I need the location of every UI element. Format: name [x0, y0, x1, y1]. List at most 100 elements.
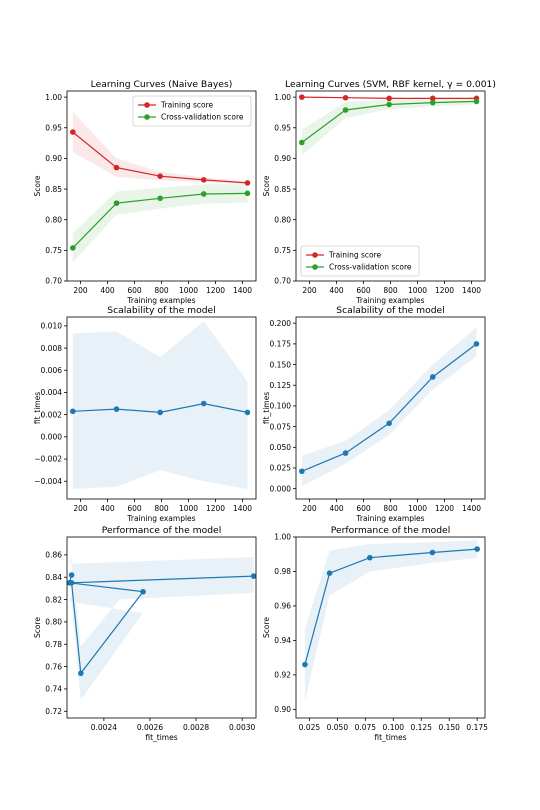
- y-tick-label: 0.75: [274, 246, 291, 255]
- confidence-band: [301, 327, 477, 487]
- x-tick-label: 400: [329, 504, 344, 513]
- x-tick-label: 800: [154, 504, 169, 513]
- y-tick-label: 0.006: [41, 366, 63, 375]
- y-tick-label: 0.90: [274, 154, 291, 163]
- data-point: [473, 98, 480, 105]
- data-point: [78, 670, 84, 677]
- y-tick-label: 0.85: [45, 185, 62, 194]
- legend-label: Training score: [160, 101, 214, 110]
- x-axis-label: Training examples: [126, 296, 195, 305]
- axes-frame: [295, 536, 486, 719]
- y-tick-label: 1.00: [274, 93, 291, 102]
- data-point: [299, 468, 305, 475]
- data-point: [244, 180, 251, 186]
- y-tick-label: 1.00: [274, 533, 291, 542]
- x-axis-label: fit_times: [374, 733, 406, 742]
- axes-frame: [66, 536, 257, 719]
- x-tick-label: 1400: [462, 286, 481, 295]
- x-tick-label: 0.0028: [183, 723, 209, 732]
- x-tick-label: 0.050: [327, 723, 349, 732]
- y-axis-label: Score: [33, 175, 42, 196]
- chart-title: Performance of the model: [102, 525, 222, 536]
- y-tick-label: 0.78: [45, 640, 62, 649]
- legend-box: [300, 245, 420, 277]
- x-tick-label: 1000: [179, 286, 198, 295]
- legend-label: Cross-validation score: [329, 263, 412, 272]
- y-tick-label: 0.008: [41, 344, 63, 353]
- x-tick-label: 800: [383, 504, 398, 513]
- y-tick-label: 0.075: [270, 422, 292, 431]
- data-point: [200, 191, 207, 197]
- data-point: [250, 573, 256, 579]
- data-point: [68, 580, 75, 586]
- plot-area: [299, 327, 480, 487]
- x-tick-label: 200: [302, 286, 317, 295]
- legend-label: Cross-validation score: [161, 113, 244, 122]
- data-point: [386, 420, 392, 427]
- data-point: [342, 450, 349, 456]
- x-tick-label: 200: [73, 286, 88, 295]
- x-tick-label: 1400: [233, 504, 252, 513]
- plot-area: [70, 111, 251, 263]
- y-tick-label: 0.200: [270, 319, 292, 328]
- y-tick-label: 0.70: [274, 277, 291, 286]
- y-tick-label: 0.90: [274, 705, 291, 714]
- x-tick-label: 600: [127, 504, 142, 513]
- x-tick-label: 0.125: [411, 723, 433, 732]
- x-tick-label: 600: [356, 504, 371, 513]
- y-axis-label: Score: [262, 617, 271, 638]
- y-tick-label: 0.95: [274, 123, 291, 132]
- y-tick-label: 0.000: [270, 484, 292, 493]
- y-tick-label: 0.002: [41, 410, 63, 419]
- legend-box: [132, 95, 252, 127]
- x-tick-label: 0.175: [466, 723, 488, 732]
- data-point: [429, 95, 436, 102]
- data-point: [70, 408, 76, 415]
- chart-title: Scalability of the model: [336, 305, 445, 316]
- x-tick-label: 1200: [435, 504, 454, 513]
- legend-marker: [144, 114, 150, 120]
- x-tick-label: 600: [356, 286, 371, 295]
- x-tick-label: 400: [329, 286, 344, 295]
- plot-area: [302, 540, 480, 701]
- data-point: [302, 661, 308, 668]
- y-axis-label: fit_times: [262, 392, 271, 424]
- legend: Training score Cross-validation score: [132, 95, 252, 127]
- x-axis-label: Training examples: [126, 514, 195, 523]
- x-tick-label: 800: [383, 286, 398, 295]
- data-point: [386, 95, 392, 102]
- data-point: [342, 94, 349, 101]
- data-point: [157, 195, 163, 202]
- y-tick-label: 0.050: [270, 443, 292, 452]
- y-tick-label: 0.175: [270, 340, 292, 349]
- x-tick-label: 0.0024: [91, 723, 117, 732]
- x-tick-label: 1000: [408, 286, 427, 295]
- x-tick-label: 0.025: [299, 723, 321, 732]
- data-point: [299, 139, 305, 146]
- x-tick-label: 1400: [233, 286, 252, 295]
- x-tick-label: 1200: [206, 504, 225, 513]
- chart-title: Scalability of the model: [107, 305, 216, 316]
- x-tick-label: 0.150: [438, 723, 460, 732]
- data-point: [113, 406, 120, 412]
- x-tick-label: 0.0026: [137, 723, 163, 732]
- data-point: [429, 549, 436, 556]
- y-tick-label: 0.84: [45, 573, 62, 582]
- data-point: [429, 374, 436, 380]
- data-point: [473, 341, 480, 347]
- data-point: [367, 554, 373, 561]
- chart-title: Performance of the model: [331, 525, 451, 536]
- y-tick-label: 0.85: [274, 185, 291, 194]
- plot-area: [299, 94, 480, 156]
- legend-marker: [144, 102, 150, 108]
- y-tick-label: 0.72: [45, 707, 62, 716]
- x-tick-label: 1000: [408, 504, 427, 513]
- y-tick-label: 0.86: [45, 551, 62, 560]
- data-point: [342, 107, 349, 113]
- confidence-band: [72, 321, 248, 489]
- x-tick-label: 1400: [462, 504, 481, 513]
- y-tick-label: 0.96: [274, 602, 291, 611]
- x-tick-label: 200: [73, 504, 88, 513]
- x-axis-label: Training examples: [355, 514, 424, 523]
- x-tick-label: 0.0030: [229, 723, 255, 732]
